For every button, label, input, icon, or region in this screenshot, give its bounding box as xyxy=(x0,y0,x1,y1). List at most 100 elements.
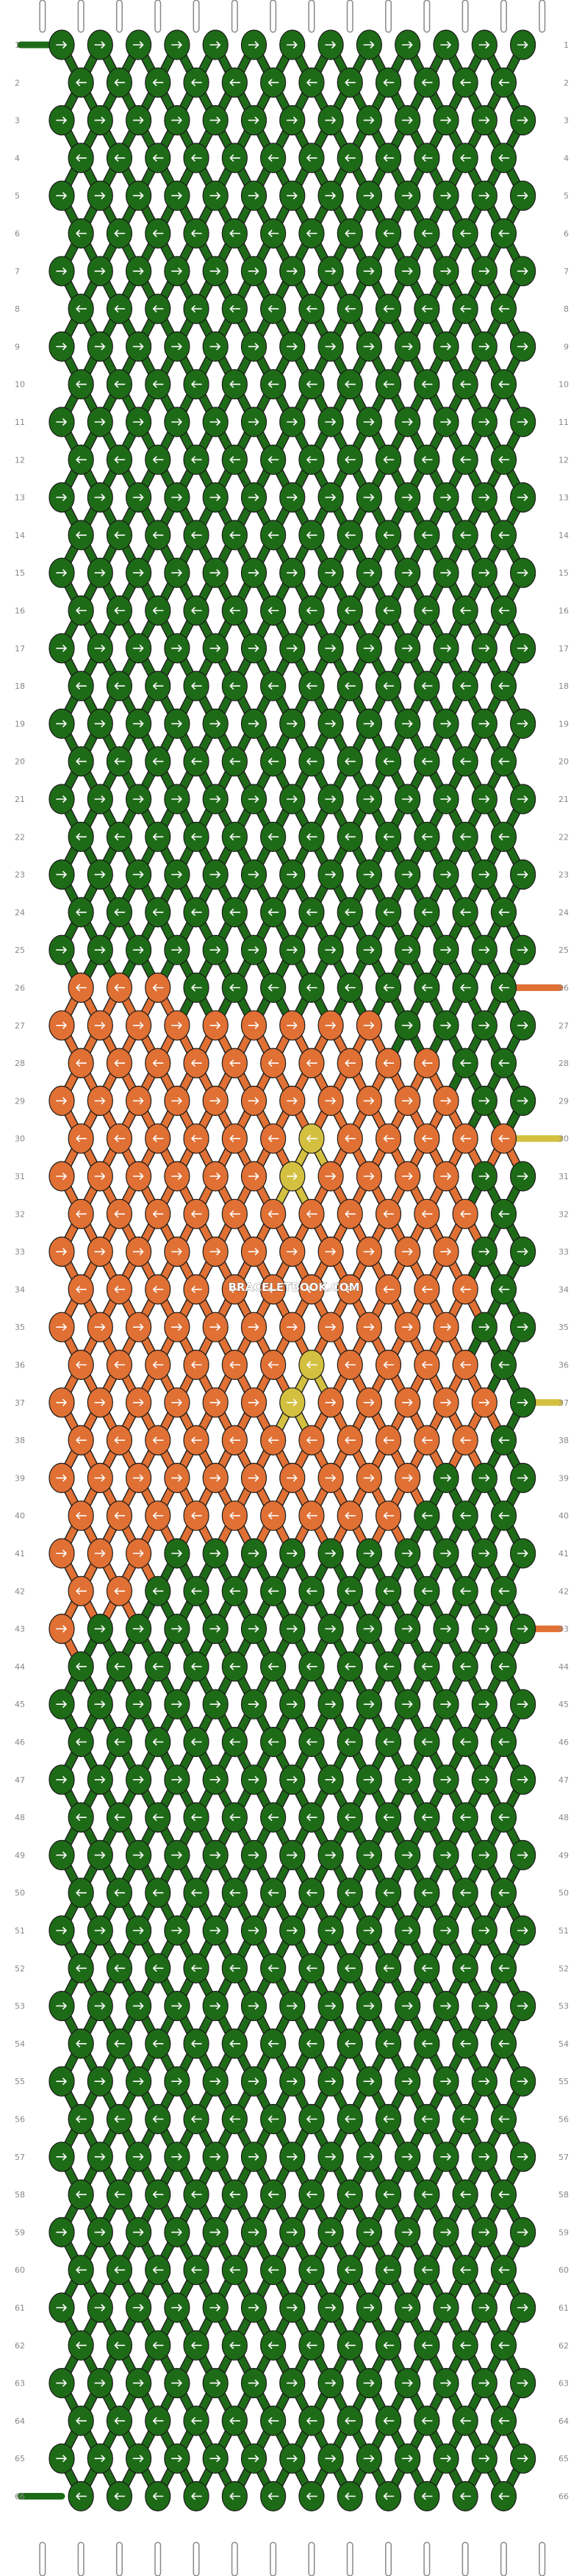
left-arrow-icon xyxy=(306,79,317,87)
knot xyxy=(356,1312,382,1342)
knot xyxy=(337,1651,363,1682)
knot xyxy=(68,369,94,400)
knot xyxy=(87,784,113,815)
knot xyxy=(471,784,497,815)
knot xyxy=(68,670,94,701)
knot xyxy=(337,1425,363,1456)
knot xyxy=(202,1085,229,1117)
knot xyxy=(240,784,267,815)
knot xyxy=(68,218,94,249)
knot xyxy=(126,256,152,287)
right-arrow-icon xyxy=(171,116,182,124)
left-arrow-icon xyxy=(498,79,510,87)
left-arrow-icon xyxy=(114,154,126,162)
knot xyxy=(433,180,459,211)
knot xyxy=(471,1236,497,1267)
knot xyxy=(414,1274,440,1305)
knot xyxy=(356,1764,382,1795)
knot xyxy=(395,331,421,362)
knot xyxy=(240,859,267,890)
left-arrow-icon xyxy=(267,79,279,87)
knot xyxy=(433,29,459,60)
knot xyxy=(414,1198,440,1229)
knot xyxy=(471,482,497,513)
knot xyxy=(221,293,248,324)
knot xyxy=(452,369,478,400)
knot xyxy=(145,1500,171,1531)
knot xyxy=(509,180,536,211)
knot xyxy=(48,708,75,740)
knot xyxy=(87,1764,113,1795)
knot xyxy=(509,859,536,890)
knot xyxy=(298,520,325,551)
knot xyxy=(240,1236,267,1267)
knot xyxy=(145,444,171,475)
knot xyxy=(68,1048,94,1078)
knot xyxy=(279,1161,306,1192)
knot xyxy=(490,1048,517,1078)
knot xyxy=(395,1010,421,1041)
knot xyxy=(395,859,421,890)
knot xyxy=(240,1010,267,1041)
knot xyxy=(164,1085,190,1117)
knot xyxy=(471,1538,497,1569)
right-arrow-icon xyxy=(478,116,490,124)
knot xyxy=(298,67,325,98)
knot xyxy=(260,897,287,928)
knot xyxy=(106,67,133,98)
knot xyxy=(509,708,536,740)
knot xyxy=(452,746,478,777)
knot xyxy=(48,1538,75,1569)
knot xyxy=(395,256,421,287)
knot xyxy=(48,256,75,287)
knot xyxy=(202,407,229,437)
knot xyxy=(202,482,229,513)
knot xyxy=(260,746,287,777)
knot xyxy=(48,180,75,211)
right-arrow-icon xyxy=(401,116,413,124)
knot xyxy=(414,746,440,777)
knot xyxy=(240,1614,267,1645)
knot xyxy=(106,143,133,173)
knot xyxy=(395,633,421,664)
knot xyxy=(395,482,421,513)
knot xyxy=(240,1312,267,1342)
knot xyxy=(48,1839,75,1870)
knot xyxy=(164,1462,190,1494)
knot xyxy=(356,1236,382,1267)
right-arrow-icon xyxy=(248,116,259,124)
knot xyxy=(471,1387,497,1418)
knot xyxy=(240,105,267,136)
knot xyxy=(164,105,190,136)
right-arrow-icon xyxy=(171,41,182,49)
knot xyxy=(433,331,459,362)
knot xyxy=(145,218,171,249)
knot xyxy=(490,1651,517,1682)
knot xyxy=(126,1387,152,1418)
knot xyxy=(68,1500,94,1531)
knot xyxy=(298,1802,325,1833)
right-arrow-icon xyxy=(132,116,144,124)
knot xyxy=(48,1085,75,1117)
knot xyxy=(452,897,478,928)
knot xyxy=(279,1538,306,1569)
knot xyxy=(87,1312,113,1342)
knot xyxy=(509,256,536,287)
right-arrow-icon xyxy=(363,116,375,124)
knot xyxy=(490,821,517,852)
knot xyxy=(279,859,306,890)
knot xyxy=(298,595,325,626)
knot xyxy=(202,1312,229,1342)
knot xyxy=(317,29,344,60)
knot xyxy=(356,1538,382,1569)
knot xyxy=(240,708,267,740)
knot xyxy=(298,369,325,400)
knot xyxy=(221,1575,248,1606)
knot xyxy=(48,482,75,513)
knot xyxy=(279,331,306,362)
knot xyxy=(183,595,209,626)
knot xyxy=(202,29,229,60)
knot xyxy=(126,1010,152,1041)
knot xyxy=(183,520,209,551)
knot xyxy=(68,67,94,98)
